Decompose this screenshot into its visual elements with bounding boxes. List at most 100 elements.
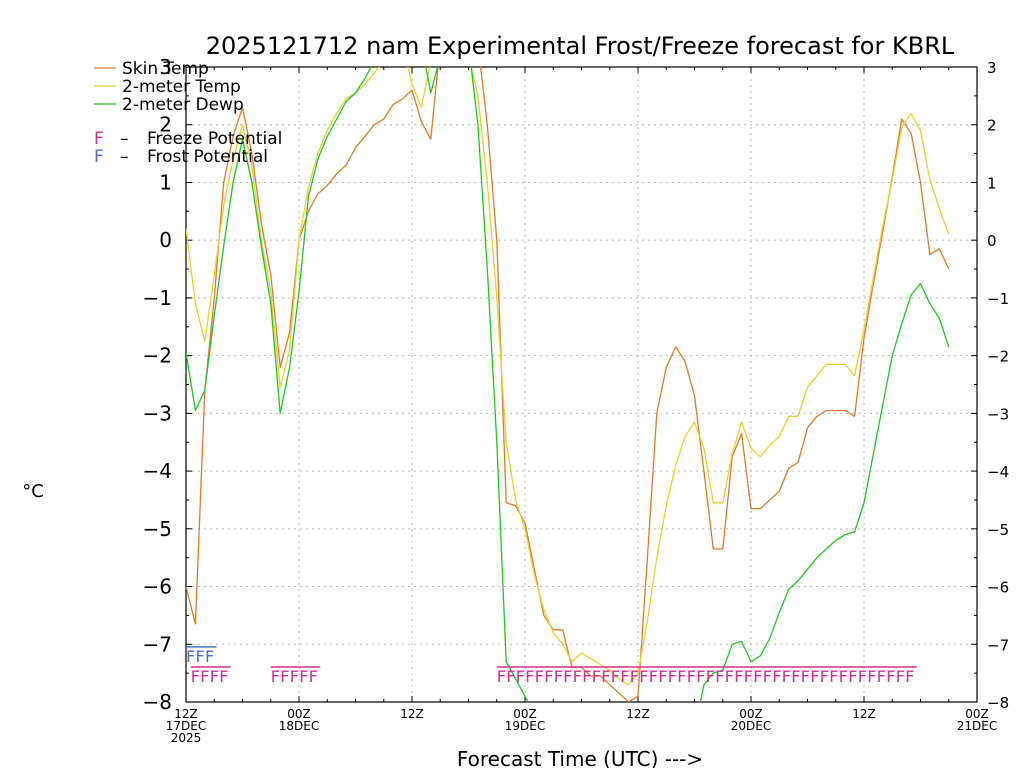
- freeze-marker-letter: F: [611, 667, 620, 686]
- freeze-marker-letter: F: [896, 667, 905, 686]
- freeze-marker-letter: F: [563, 667, 572, 686]
- y-tick-label-left: −7: [143, 632, 172, 656]
- legend-label: 2-meter Temp: [122, 77, 241, 97]
- x-tick-label: 19DEC: [505, 719, 545, 733]
- freeze-marker-letter: F: [677, 667, 686, 686]
- freeze-marker-letter: F: [280, 667, 289, 686]
- series-clip-group: [186, 67, 950, 702]
- y-tick-label-left: 2: [159, 113, 172, 137]
- legend-marker-letter: F: [94, 147, 104, 167]
- freeze-marker-letter: F: [715, 667, 724, 686]
- axes: −8 −8 −7 −7 −6 −6 −5 −5 −4 −4 −3 −3 −2 −2 −1 −1 0 0 1 1 2 2 3 3…: [143, 55, 1010, 745]
- y-tick-label-left: −8: [143, 690, 172, 714]
- freeze-marker-letter: F: [801, 667, 810, 686]
- freeze-marker-letter: F: [639, 667, 648, 686]
- freeze-marker-letter: F: [877, 667, 886, 686]
- x-tick-label: 2025: [171, 731, 202, 745]
- x-tick-label: 12Z: [852, 707, 876, 721]
- freeze-marker-letter: F: [810, 667, 819, 686]
- freeze-marker-letter: F: [820, 667, 829, 686]
- x-tick-label: 17DEC: [166, 719, 206, 733]
- freeze-marker-letter: F: [582, 667, 591, 686]
- y-tick-label-left: −5: [143, 517, 172, 541]
- legend-marker-dash: –: [120, 147, 129, 167]
- freeze-marker-letter: F: [649, 667, 658, 686]
- y-tick-label-right: 2: [987, 117, 997, 135]
- freeze-marker-letter: F: [525, 667, 534, 686]
- y-tick-label-right: −6: [987, 579, 1009, 597]
- x-tick-label: 18DEC: [279, 719, 319, 733]
- y-tick-label-right: 3: [987, 59, 997, 77]
- y-tick-label-left: 0: [159, 228, 172, 252]
- freeze-marker-letter: F: [554, 667, 563, 686]
- y-tick-label-right: −8: [987, 694, 1009, 712]
- y-tick-label-left: −4: [143, 459, 172, 483]
- freeze-marker-letter: F: [782, 667, 791, 686]
- freeze-marker-letter: F: [506, 667, 515, 686]
- freeze-marker-letter: F: [497, 667, 506, 686]
- y-tick-label-right: −4: [987, 463, 1009, 481]
- freeze-marker-letter: F: [200, 667, 209, 686]
- frost-marker-letter: F: [186, 647, 195, 666]
- freeze-marker-letter: F: [706, 667, 715, 686]
- freeze-marker-letter: F: [299, 667, 308, 686]
- freeze-marker-letter: F: [620, 667, 629, 686]
- y-tick-label-left: 1: [159, 170, 172, 194]
- freeze-marker-letter: F: [725, 667, 734, 686]
- freeze-marker-letter: F: [210, 667, 219, 686]
- freeze-marker-letter: F: [791, 667, 800, 686]
- legend-marker-letter: F: [94, 129, 104, 149]
- freeze-marker-letter: F: [516, 667, 525, 686]
- freeze-marker-letter: F: [829, 667, 838, 686]
- y-tick-label-left: −1: [143, 286, 172, 310]
- freeze-marker-letter: F: [290, 667, 299, 686]
- y-tick-label-right: 1: [987, 174, 997, 192]
- freeze-marker-letter: F: [734, 667, 743, 686]
- freeze-marker-letter: F: [696, 667, 705, 686]
- x-tick-label: 00Z: [287, 707, 311, 721]
- freeze-marker-letter: F: [535, 667, 544, 686]
- grid: [186, 67, 977, 702]
- freeze-marker-letter: F: [658, 667, 667, 686]
- y-tick-label-right: −7: [987, 636, 1009, 654]
- y-tick-label-left: −2: [143, 344, 172, 368]
- y-tick-label-right: −1: [987, 290, 1009, 308]
- freeze-marker-letter: F: [630, 667, 639, 686]
- y-tick-label-left: −6: [143, 575, 172, 599]
- x-tick-label: 12Z: [626, 707, 650, 721]
- series-2-meter-dewp: [186, 67, 950, 702]
- x-tick-label: 00Z: [965, 707, 989, 721]
- freeze-marker-letter: F: [839, 667, 848, 686]
- freeze-marker-letter: F: [763, 667, 772, 686]
- series-lines: [186, 67, 950, 702]
- x-tick-label: 00Z: [513, 707, 537, 721]
- x-tick-label: 12Z: [400, 707, 424, 721]
- x-tick-label: 20DEC: [731, 719, 771, 733]
- y-tick-label-right: −5: [987, 521, 1009, 539]
- freeze-marker-letter: F: [592, 667, 601, 686]
- x-tick-label: 12Z: [174, 707, 198, 721]
- freeze-marker-letter: F: [219, 667, 228, 686]
- freeze-marker-letter: F: [687, 667, 696, 686]
- freeze-marker-letter: F: [601, 667, 610, 686]
- series-2-meter-temp: [186, 67, 950, 686]
- y-axis-label: °C: [22, 481, 44, 502]
- y-tick-label-right: −3: [987, 405, 1009, 423]
- x-tick-label: 00Z: [739, 707, 763, 721]
- freeze-marker-letter: F: [858, 667, 867, 686]
- y-tick-label-right: 0: [987, 232, 997, 250]
- freeze-marker-letter: F: [544, 667, 553, 686]
- freeze-marker-letter: F: [753, 667, 762, 686]
- freeze-marker-letter: F: [191, 667, 200, 686]
- x-tick-label: 21DEC: [957, 719, 997, 733]
- legend-label: Skin Temp: [122, 59, 209, 79]
- freeze-marker-letter: F: [905, 667, 914, 686]
- legend-marker-label: Frost Potential: [147, 147, 268, 167]
- freeze-marker-letter: F: [744, 667, 753, 686]
- legend-label: 2-meter Dewp: [122, 95, 244, 115]
- y-tick-label-left: 3: [159, 55, 172, 79]
- x-axis-label: Forecast Time (UTC) --->: [457, 747, 703, 768]
- freeze-marker-letter: F: [867, 667, 876, 686]
